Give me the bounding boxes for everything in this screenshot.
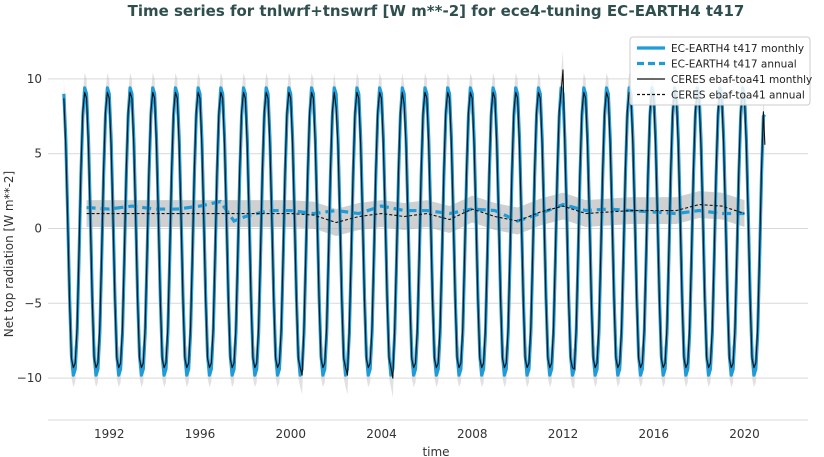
- x-tick-labels: 1992 1996 2000 2004 2008 2012 2016 2020: [94, 427, 760, 441]
- x-tick-label: 2008: [457, 427, 488, 441]
- y-tick-labels: −10 −5 0 5 10: [17, 72, 42, 385]
- series-line-obs-monthly: [63, 69, 766, 379]
- y-tick-label: −10: [17, 371, 42, 385]
- x-tick-label: 2000: [275, 427, 306, 441]
- x-tick-label: 2012: [548, 427, 579, 441]
- y-tick-label: 0: [34, 221, 42, 235]
- x-tick-label: 2020: [729, 427, 760, 441]
- chart-title: Time series for tnlwrf+tnswrf [W m**-2] …: [128, 2, 745, 20]
- x-axis-label: time: [422, 445, 449, 457]
- x-tick-label: 2016: [638, 427, 669, 441]
- legend-label: CERES ebaf-toa41 monthly: [671, 74, 812, 86]
- series-group: [62, 69, 767, 379]
- x-tick-label: 2004: [366, 427, 397, 441]
- legend-label: CERES ebaf-toa41 annual: [671, 90, 805, 102]
- x-tick-label: 1992: [94, 427, 125, 441]
- y-axis-label: Net top radiation [W m**-2]: [2, 171, 16, 337]
- legend-label: EC-EARTH4 t417 monthly: [671, 43, 804, 55]
- legend: EC-EARTH4 t417 monthly EC-EARTH4 t417 ann…: [629, 36, 812, 106]
- legend-label: EC-EARTH4 t417 annual: [671, 59, 797, 71]
- legend-box: [629, 36, 811, 106]
- series-line-obs-annual: [86, 204, 745, 224]
- y-tick-label: 10: [27, 72, 42, 86]
- y-tick-label: 5: [34, 147, 42, 161]
- x-tick-label: 1996: [185, 427, 216, 441]
- y-tick-label: −5: [24, 296, 42, 310]
- series-line-model-monthly: [62, 86, 767, 377]
- grid: [48, 78, 808, 421]
